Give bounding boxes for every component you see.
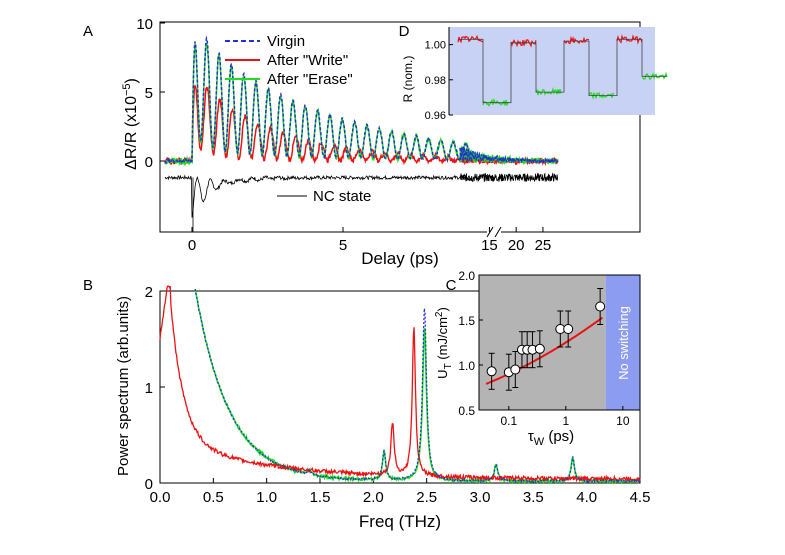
nc-state-trace (164, 172, 559, 218)
virgin-spectrum (194, 289, 641, 484)
switching-region (479, 275, 606, 410)
panel-c-frame (478, 274, 641, 411)
x-tick-label: 15 (481, 237, 498, 254)
x-tick-label: 0.0 (150, 489, 171, 506)
no-switching-region (605, 275, 640, 410)
panel-b: 0.0 0.5 1.0 1.5 2.0 2.5 3.0 3.5 4.0 4.5 0 1 2 Freq (T… (115, 284, 650, 531)
panel-a: 0 5 10 0 5 15 20 25 Delay (ps) ΔR/R (x10−5) Virgin… (121, 16, 641, 268)
panel-label-d: D (399, 23, 410, 40)
y-tick-label: 10 (136, 16, 153, 33)
data-point (595, 301, 606, 312)
axis-break-mark (494, 226, 502, 238)
x-tick-label: 2.5 (416, 489, 437, 506)
y-tick-label: 0.5 (458, 404, 475, 418)
panel-a-frame (159, 21, 641, 233)
data-point (486, 366, 497, 377)
panel-label-c: C (446, 277, 457, 294)
inset-d-step-guide (458, 38, 667, 104)
data-point (534, 343, 545, 354)
y-axis-label: UT (mJ/cm2) (434, 307, 454, 379)
x-tick-label: 4.0 (576, 489, 597, 506)
axis-break-gap (487, 226, 501, 238)
inset-d-y-tick-label: 0.98 (425, 75, 446, 87)
x-axis-label: Freq (THz) (359, 512, 441, 531)
x-tick-label: 1 (562, 414, 569, 428)
y-axis-label: Power spectrum (arb.units) (115, 296, 132, 476)
x-tick-label: 4.5 (630, 489, 651, 506)
y-tick-label: 1.0 (458, 359, 475, 373)
y-tick-label: 1 (145, 380, 153, 397)
y-tick-label: 0 (145, 476, 153, 493)
write-spectrum (159, 285, 641, 483)
axis-break-mark (486, 226, 494, 238)
x-axis-label: τW (ps) (528, 428, 574, 448)
x-tick-label: 5 (339, 237, 347, 254)
x-tick-label: 3.0 (470, 489, 491, 506)
legend-entry: After "Write" (267, 52, 348, 69)
x-tick-label: 3.5 (523, 489, 544, 506)
y-tick-label: 1.5 (458, 314, 475, 328)
x-tick-label: 25 (535, 237, 552, 254)
x-tick-label: 1.0 (256, 489, 277, 506)
inset-d-write-segment (616, 34, 643, 45)
inset-d-y-tick-label: 0.96 (425, 110, 446, 122)
x-tick-label: 20 (508, 237, 525, 254)
data-point (563, 324, 574, 334)
erase-trace (164, 42, 559, 167)
x-axis-label: Delay (ps) (361, 249, 438, 268)
x-tick-label: 0.5 (203, 489, 224, 506)
panel-c-inset: No switching 0.1 1 10 0.5 1.0 1.5 2.0 τW (ps) UT … (434, 269, 641, 448)
x-tick-label: 2.0 (363, 489, 384, 506)
nc-state-annotation: NC state (313, 188, 371, 205)
legend-entry: After "Erase" (267, 71, 353, 88)
inset-d-y-tick-label: 1.00 (425, 40, 446, 52)
x-tick-label: 0.1 (500, 414, 517, 428)
y-tick-label: 2 (145, 284, 153, 301)
y-tick-label: 5 (145, 85, 153, 102)
x-tick-label: 1.5 (310, 489, 331, 506)
no-switching-label: No switching (616, 306, 631, 380)
inset-d-y-axis-label: R (nom.) (401, 56, 415, 103)
panel-d-inset: 0.96 0.98 1.00 R (nom.) (401, 27, 668, 122)
x-tick-label: 0 (188, 237, 196, 254)
panel-label-a: A (83, 23, 93, 40)
virgin-trace (164, 35, 559, 165)
x-tick-label: 10 (616, 414, 630, 428)
panel-label-b: B (83, 277, 93, 294)
y-tick-label: 0 (145, 154, 153, 171)
data-point (510, 364, 521, 375)
y-tick-label: 2.0 (458, 269, 475, 283)
legend-entry: Virgin (267, 33, 305, 50)
y-axis-label: ΔR/R (x10−5) (121, 78, 140, 170)
